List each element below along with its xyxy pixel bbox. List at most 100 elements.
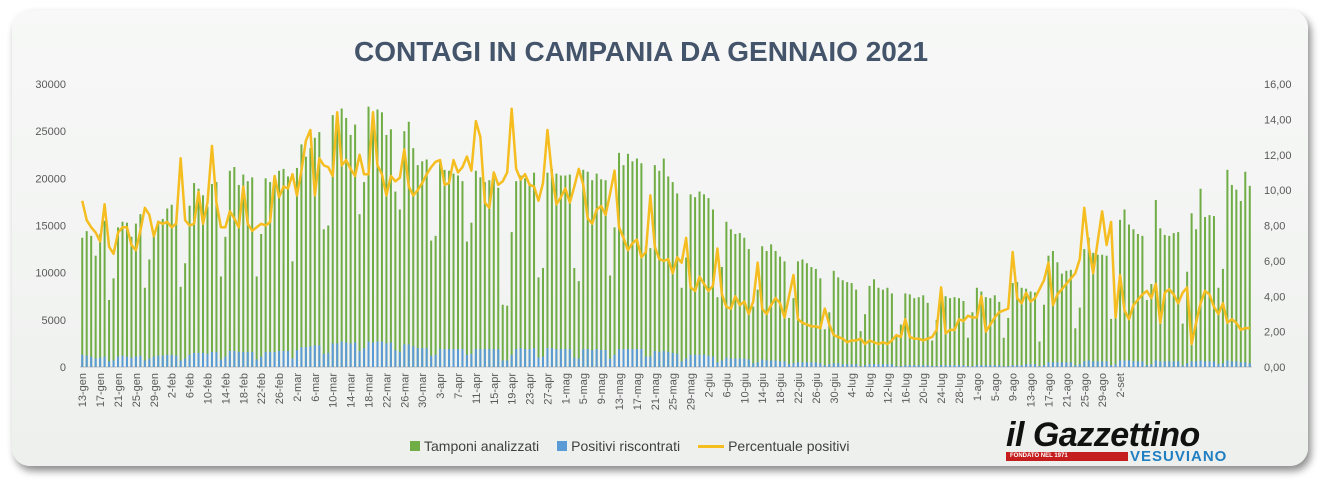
bar-positivi xyxy=(206,353,209,367)
bar-positivi xyxy=(269,351,272,367)
bar-positivi xyxy=(90,356,93,367)
bar-tamponi xyxy=(157,220,160,367)
bar-positivi xyxy=(890,364,893,367)
bar-positivi xyxy=(1172,361,1175,367)
bar-tamponi xyxy=(667,176,670,367)
bar-positivi xyxy=(940,365,943,367)
bar-tamponi xyxy=(439,161,442,367)
bar-positivi xyxy=(640,349,643,367)
bar-positivi xyxy=(814,362,817,367)
x-tick-label: 29-gen xyxy=(149,373,161,407)
bar-tamponi xyxy=(618,152,621,367)
bar-positivi xyxy=(184,358,187,367)
bar-positivi xyxy=(224,356,227,367)
x-tick-label: 6-mar xyxy=(310,373,322,402)
bar-positivi xyxy=(421,348,424,367)
bar-tamponi xyxy=(703,194,706,367)
bar-positivi xyxy=(340,341,343,367)
bar-tamponi xyxy=(358,214,361,367)
bar-tamponi xyxy=(765,250,768,367)
bar-tamponi xyxy=(541,267,544,367)
bar-tamponi xyxy=(112,278,115,367)
bar-positivi xyxy=(94,358,97,367)
bar-tamponi xyxy=(1002,337,1005,367)
bar-positivi xyxy=(1029,364,1032,367)
x-tick-label: 14-giu xyxy=(757,373,769,404)
bar-tamponi xyxy=(1042,304,1045,367)
bar-positivi xyxy=(1208,361,1211,367)
bar-positivi xyxy=(313,345,316,367)
bar-positivi xyxy=(698,354,701,367)
bar-positivi xyxy=(112,360,115,367)
x-tick-label: 25-mag xyxy=(668,373,680,410)
x-tick-label: 5-ago xyxy=(990,373,1002,401)
bar-tamponi xyxy=(908,294,911,367)
bar-tamponi xyxy=(371,122,374,368)
bar-tamponi xyxy=(725,221,728,367)
bar-tamponi xyxy=(649,248,652,367)
bar-tamponi xyxy=(416,165,419,367)
bar-positivi xyxy=(376,341,379,367)
bar-tamponi xyxy=(492,178,495,367)
x-tick-label: 17-mag xyxy=(632,373,644,410)
bar-positivi xyxy=(197,352,200,367)
bar-tamponi xyxy=(752,306,755,367)
bar-tamponi xyxy=(779,256,782,367)
bar-tamponi xyxy=(644,246,647,367)
bar-tamponi xyxy=(855,289,858,367)
bar-positivi xyxy=(922,365,925,367)
bar-positivi xyxy=(783,361,786,367)
bar-positivi xyxy=(1069,362,1072,367)
bar-tamponi xyxy=(917,297,920,367)
bar-tamponi xyxy=(1016,282,1019,367)
bar-positivi xyxy=(626,349,629,367)
bar-positivi xyxy=(492,349,495,367)
bar-tamponi xyxy=(506,305,509,367)
bar-positivi xyxy=(984,365,987,367)
bar-positivi xyxy=(237,351,240,367)
bar-tamponi xyxy=(90,235,93,367)
bar-tamponi xyxy=(443,169,446,367)
bar-tamponi xyxy=(81,237,84,367)
bar-tamponi xyxy=(1145,300,1148,367)
bar-tamponi xyxy=(385,134,388,367)
bar-positivi xyxy=(1217,364,1220,367)
bar-positivi xyxy=(349,343,352,367)
bar-positivi xyxy=(125,356,128,367)
bar-positivi xyxy=(1042,365,1045,367)
x-tick-label: 26-feb xyxy=(274,373,286,404)
bar-tamponi xyxy=(206,206,209,367)
bar-tamponi xyxy=(380,112,383,367)
legend-item-positivi: Positivi riscontrati xyxy=(557,438,680,454)
bar-tamponi xyxy=(711,209,714,367)
bar-tamponi xyxy=(729,229,732,367)
bar-tamponi xyxy=(264,178,267,367)
bar-positivi xyxy=(989,365,992,367)
bar-positivi xyxy=(367,341,370,367)
bar-positivi xyxy=(188,354,191,367)
bar-positivi xyxy=(483,349,486,367)
y2-tick-label: 12,00 xyxy=(1264,150,1292,162)
bar-positivi xyxy=(1114,364,1117,367)
bar-tamponi xyxy=(1114,304,1117,367)
bar-tamponi xyxy=(756,289,759,367)
bar-tamponi xyxy=(398,209,401,367)
bar-tamponi xyxy=(935,319,938,367)
bar-tamponi xyxy=(1083,249,1086,367)
bar-tamponi xyxy=(313,137,316,367)
bar-tamponi xyxy=(1034,292,1037,367)
bar-tamponi xyxy=(604,180,607,367)
bar-tamponi xyxy=(971,312,974,367)
bar-positivi xyxy=(1002,366,1005,367)
bar-positivi xyxy=(591,350,594,367)
bar-tamponi xyxy=(524,178,527,367)
bar-tamponi xyxy=(846,282,849,367)
bar-positivi xyxy=(1154,360,1157,367)
legend-swatch-percentuale xyxy=(698,444,725,448)
bar-tamponi xyxy=(550,168,553,367)
bar-positivi xyxy=(644,356,647,367)
bar-positivi xyxy=(917,365,920,367)
bar-positivi xyxy=(99,357,102,367)
x-tick-label: 4-lug xyxy=(847,373,859,397)
